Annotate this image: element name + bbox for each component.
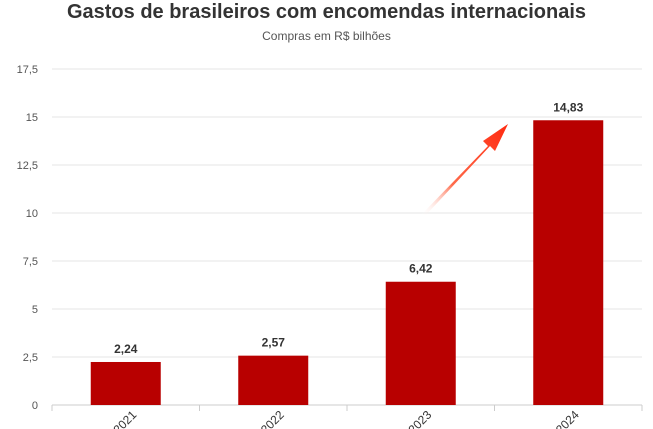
x-category-label: 2021: [111, 408, 140, 429]
x-category-label: 2024: [553, 408, 582, 429]
y-tick-label: 12,5: [17, 160, 38, 172]
y-tick-label: 5: [32, 304, 38, 316]
bar-2023: [385, 281, 456, 405]
data-label: 6,42: [409, 262, 433, 276]
y-tick-label: 17,5: [17, 64, 38, 76]
bars: [90, 120, 604, 405]
x-category-label: 2023: [406, 408, 435, 429]
trend-arrow-icon: [422, 124, 508, 216]
annotation-arrow: [422, 124, 508, 216]
data-label: 14,83: [553, 100, 583, 114]
y-tick-label: 7,5: [23, 256, 38, 268]
y-tick-label: 2,5: [23, 352, 38, 364]
x-axis: 2021 2022 2023 2024: [51, 405, 643, 429]
y-tick-label: 10: [26, 208, 38, 220]
data-label: 2,57: [262, 336, 286, 350]
chart-title: Gastos de brasileiros com encomendas int…: [66, 1, 587, 23]
bar-2024: [533, 120, 604, 405]
bar-2021: [90, 361, 161, 405]
x-category-label: 2022: [258, 408, 287, 429]
bar-2022: [238, 355, 309, 405]
y-axis-ticks: 0 2,5 5 7,5 10 12,5 15 17,5: [17, 64, 38, 412]
y-tick-label: 0: [32, 400, 38, 412]
data-label: 2,24: [114, 342, 138, 356]
data-labels: 2,24 2,57 6,42 14,83: [114, 100, 584, 356]
chart-subtitle: Compras em R$ bilhões: [262, 29, 391, 43]
y-tick-label: 15: [26, 112, 38, 124]
